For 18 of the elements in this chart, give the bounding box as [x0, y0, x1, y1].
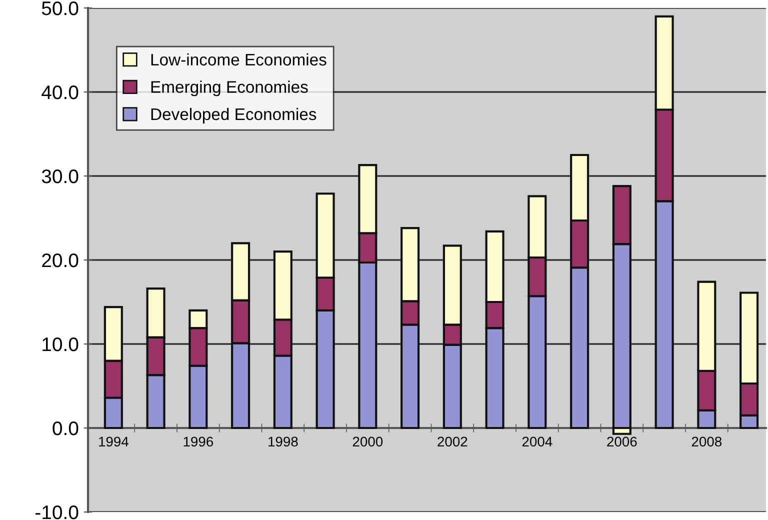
legend-label: Developed Economies	[151, 108, 316, 124]
y-tick-label: 0.0	[52, 421, 78, 436]
x-tick-label: 2002	[438, 436, 468, 447]
y-tick-label: 40.0	[42, 85, 78, 100]
x-tick-label: 1998	[268, 436, 298, 447]
y-tick-label: 50.0	[42, 1, 78, 16]
y-tick-label: 30.0	[42, 169, 78, 184]
y-tick-label: 20.0	[42, 253, 78, 268]
x-tick-label: 2004	[522, 436, 552, 447]
legend-label: Low-income Economies	[151, 53, 326, 66]
x-tick-label: 2000	[352, 436, 383, 447]
legend-label: Emerging Economies	[151, 80, 308, 96]
y-tick-label: 10.0	[42, 337, 78, 352]
x-tick-label: 1994	[99, 436, 128, 447]
x-tick-label: 1996	[184, 436, 214, 447]
x-tick-label: 2008	[692, 436, 722, 447]
x-tick-label: 2006	[607, 436, 637, 447]
y-tick-label: -10.0	[36, 505, 78, 520]
